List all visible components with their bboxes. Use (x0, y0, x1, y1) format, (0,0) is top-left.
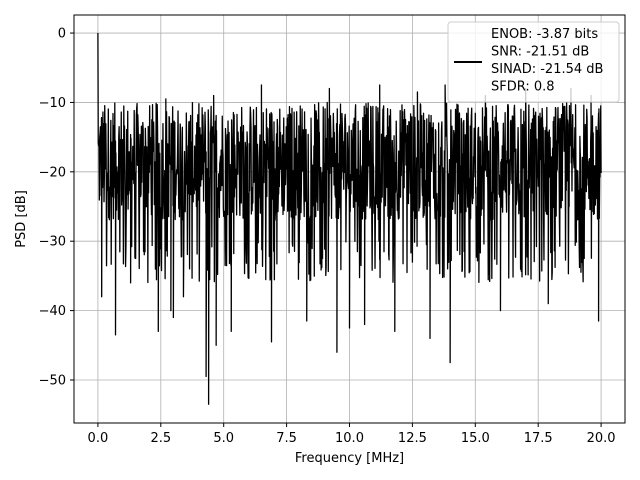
x-tick-label: 5.0 (213, 431, 234, 446)
x-tick-label: 2.5 (150, 431, 171, 446)
x-tick-label: 10.0 (335, 431, 364, 446)
x-tick-label: 20.0 (587, 431, 616, 446)
y-tick-label: −50 (39, 373, 66, 388)
legend-entry: ENOB: -3.87 bits (491, 27, 598, 42)
legend-entry: SFDR: 0.8 (491, 80, 555, 95)
x-axis-ticks: 0.0 2.5 5.0 7.5 10.0 12.5 15.0 17.5 20.0 (88, 423, 616, 446)
psd-series (97, 33, 602, 405)
psd-line (97, 33, 602, 405)
y-tick-label: −20 (39, 165, 66, 180)
x-axis-label: Frequency [MHz] (295, 451, 404, 466)
legend-entry: SNR: -21.51 dB (491, 45, 589, 60)
x-tick-label: 17.5 (524, 431, 553, 446)
legend-entry: SINAD: -21.54 dB (491, 62, 603, 77)
y-axis-label: PSD [dB] (14, 190, 29, 248)
x-tick-label: 0.0 (88, 431, 109, 446)
y-tick-label: −40 (39, 304, 66, 319)
legend: ENOB: -3.87 bits SNR: -21.51 dB SINAD: -21… (447, 21, 620, 103)
x-tick-label: 12.5 (398, 431, 427, 446)
y-tick-label: −30 (39, 235, 66, 250)
legend-box (447, 21, 620, 103)
y-tick-label: −10 (39, 96, 66, 111)
y-tick-label: 0 (58, 27, 66, 42)
y-axis-ticks: 0 −10 −20 −30 −40 −50 (39, 27, 74, 388)
x-tick-label: 7.5 (276, 431, 297, 446)
x-tick-label: 15.0 (461, 431, 490, 446)
